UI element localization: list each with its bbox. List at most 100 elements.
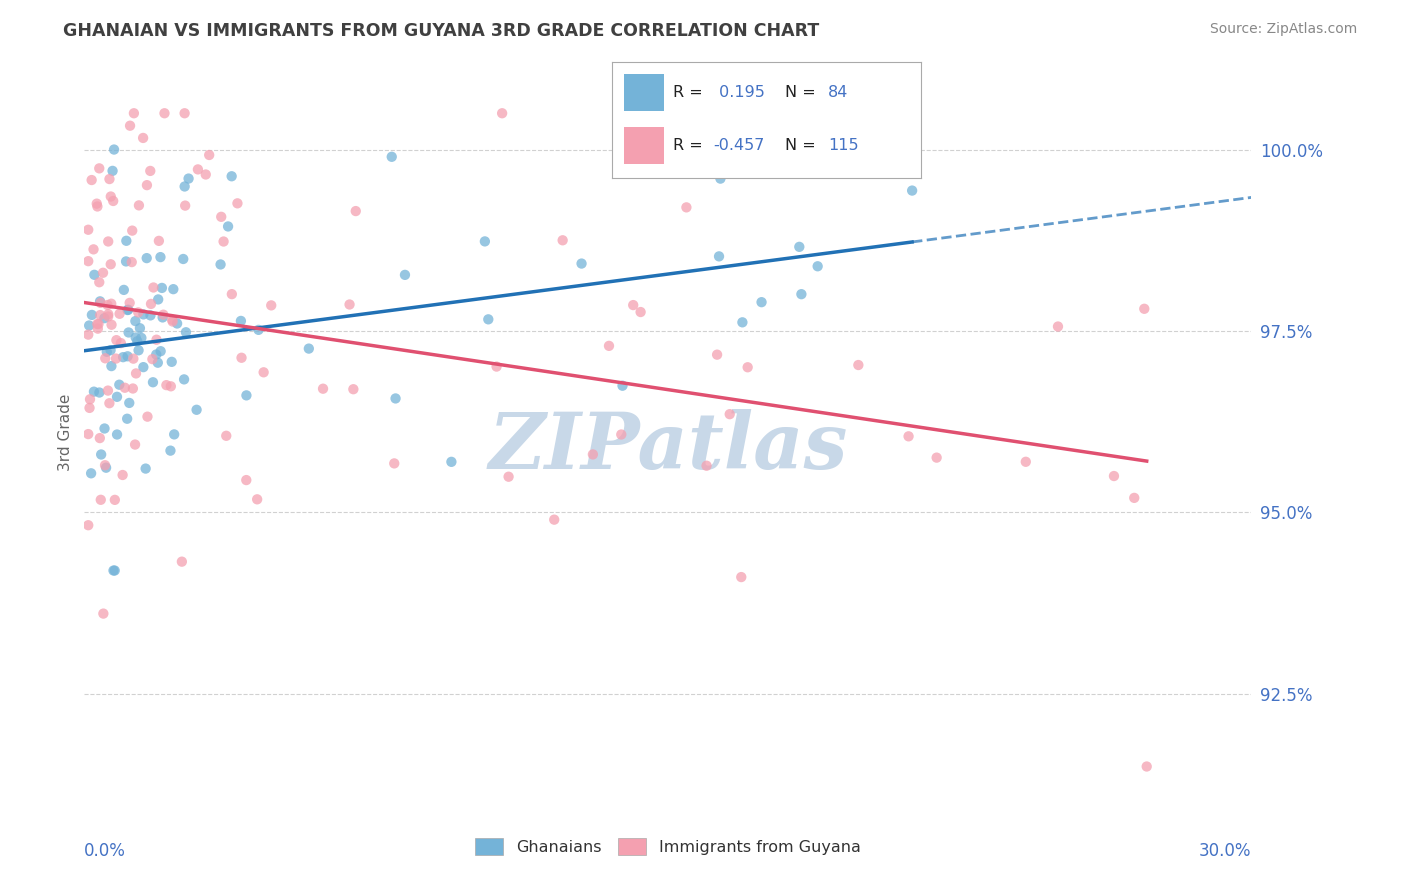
Point [127,305,149,319]
Point [131,331,153,345]
Point [79,401,101,415]
Point [312,382,335,396]
Point [103,143,125,157]
Point [114,381,136,395]
Text: 115: 115 [828,138,859,153]
Point [139,309,162,323]
Point [111,468,134,483]
Point [104,492,127,507]
Point [737,360,759,375]
Point [342,382,364,396]
Point [215,429,238,443]
Point [474,235,496,249]
Point [174,199,197,213]
Point [384,392,406,406]
Point [172,252,194,266]
Point [105,351,128,366]
Point [1015,455,1038,469]
Point [440,455,463,469]
Point [89,275,111,289]
Point [101,164,124,178]
Point [162,282,184,296]
Point [846,358,869,372]
Point [751,295,773,310]
Point [77,427,100,442]
Point [212,235,235,249]
Point [235,388,257,402]
Point [571,256,593,270]
Point [97,307,120,321]
Point [128,343,150,358]
Point [198,148,221,162]
Point [97,310,120,324]
Point [790,287,813,301]
Point [675,200,697,214]
Point [121,224,143,238]
Point [582,447,605,461]
Point [129,321,152,335]
Point [163,427,186,442]
Point [1046,319,1069,334]
Point [128,198,150,212]
Point [93,607,115,621]
Point [122,382,145,396]
Point [136,178,159,193]
Point [148,234,170,248]
Point [98,396,121,410]
Point [149,250,172,264]
Point [253,365,276,379]
Point [86,317,108,331]
Point [621,298,644,312]
Point [142,376,165,390]
Point [124,314,146,328]
Point [730,570,752,584]
Point [77,254,100,268]
Point [80,467,103,481]
Point [90,492,112,507]
Point [83,384,105,399]
Point [98,172,121,186]
Point [339,297,361,311]
Point [160,312,183,326]
Point [77,318,100,333]
Point [731,315,754,329]
Point [124,437,146,451]
Point [127,334,149,349]
Point [491,106,513,120]
Point [83,268,105,282]
Point [709,171,731,186]
Point [155,378,177,392]
Point [90,448,112,462]
Point [83,243,105,257]
Point [132,131,155,145]
Point [125,330,148,344]
Text: 84: 84 [828,85,848,100]
Point [110,336,132,351]
Point [93,311,115,326]
Point [229,314,252,328]
Point [103,194,125,208]
Point [177,171,200,186]
Point [94,351,117,366]
Point [125,367,148,381]
Point [89,161,111,176]
Point [105,333,128,347]
Point [132,360,155,375]
Point [152,310,174,325]
Point [610,427,633,442]
Point [231,351,253,365]
Point [344,204,367,219]
Point [115,411,138,425]
Point [93,421,115,435]
Point [298,342,321,356]
Point [630,305,652,319]
Point [226,196,249,211]
Point [136,409,159,424]
Point [1136,759,1159,773]
Point [118,119,141,133]
Point [100,189,122,203]
Text: -0.457: -0.457 [714,138,765,153]
Point [100,343,122,358]
Point [381,150,404,164]
Point [706,348,728,362]
